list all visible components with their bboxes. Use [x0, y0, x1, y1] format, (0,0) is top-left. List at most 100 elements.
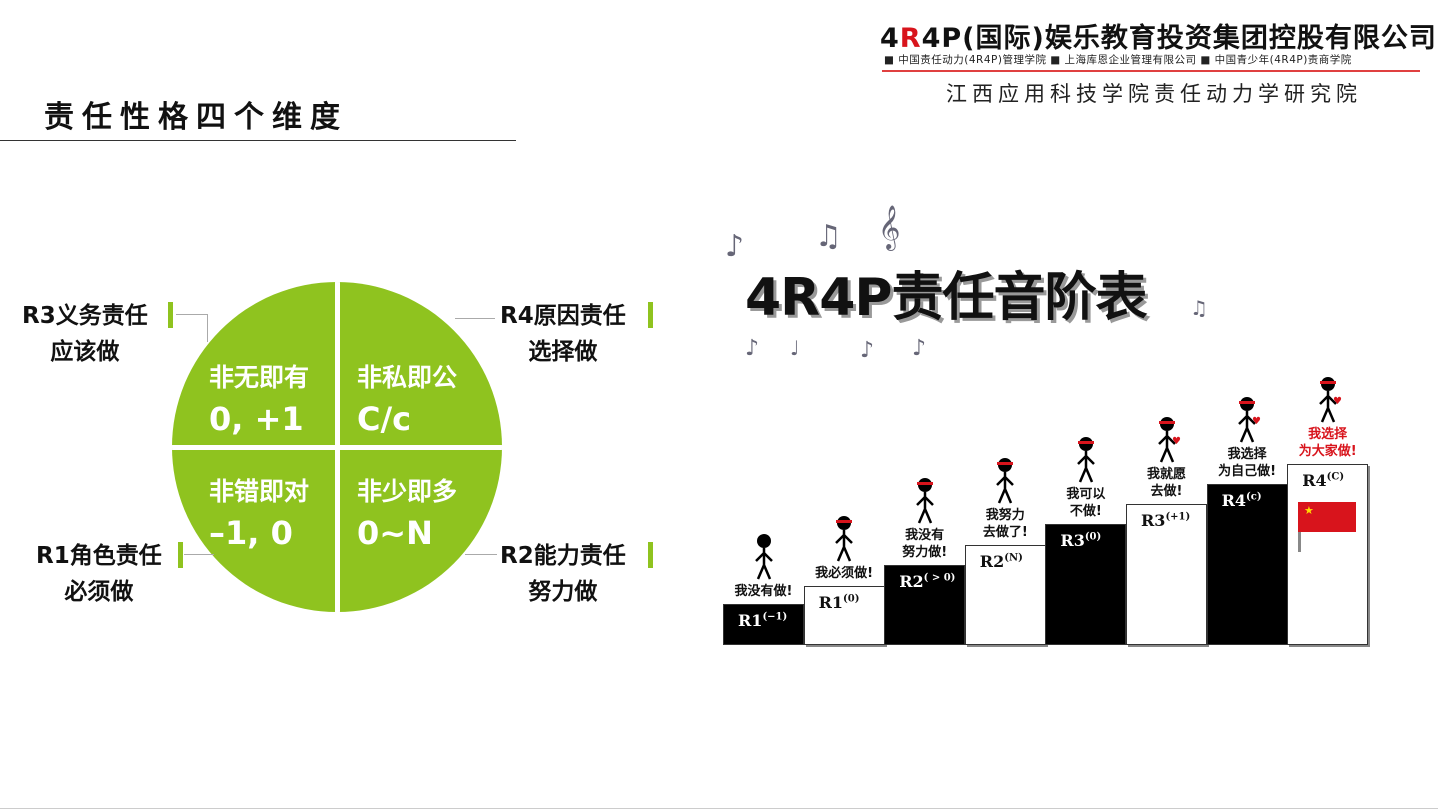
music-note-icon: ♪: [912, 336, 927, 361]
stick-figure-icon: [835, 516, 853, 562]
quadrant-circle: 非无即有 0, +1 非私即公 C/c 非错即对 –1, 0 非少即多 0~N: [172, 282, 502, 612]
quadrant-value: –1, 0: [209, 514, 293, 552]
leader-line: [184, 554, 214, 555]
china-flag-icon: ★: [1298, 502, 1356, 532]
stair-step: R4(C): [1287, 464, 1369, 645]
step-superscript: (0): [1084, 531, 1102, 543]
quadrant-bottom-left: 非错即对 –1, 0: [209, 472, 309, 552]
heart-icon: ♥: [1252, 416, 1261, 427]
stair-title: 4R4P责任音阶表: [745, 268, 1148, 328]
label-sub: 应该做: [50, 339, 120, 365]
label-title: R2能力责任: [500, 543, 626, 569]
step-label: R1(−1): [738, 611, 788, 630]
step-caption: 我努力 去做了!: [982, 508, 1028, 540]
leader-line: [465, 554, 497, 555]
org-prefix: 4P: [921, 23, 963, 54]
stick-figure-icon: [996, 458, 1015, 504]
step-superscript: (0): [843, 593, 860, 605]
step-superscript: (C): [1326, 471, 1345, 483]
quadrant-motto: 非少即多: [357, 477, 458, 506]
quadrant-motto: 非错即对: [209, 477, 310, 506]
accent-bar: [168, 302, 173, 328]
label-r3: R3义务责任 应该做: [22, 298, 148, 370]
stair-step: R1(−1): [723, 604, 804, 645]
music-note-icon: ♪: [745, 336, 760, 361]
quadrant-value: C/c: [357, 400, 412, 438]
step-caption: 我选择 为大家做!: [1298, 427, 1357, 459]
accent-bar: [178, 542, 183, 568]
quadrant-motto: 非无即有: [209, 363, 310, 392]
quadrant-value: 0, +1: [209, 400, 304, 438]
treble-clef-icon: 𝄞: [878, 205, 901, 249]
stair-step: R3(0): [1045, 524, 1127, 645]
step-caption: 我没有做!: [734, 584, 793, 599]
leader-line: [455, 318, 495, 319]
stick-figure-icon: [754, 534, 773, 580]
quadrant-bottom-right: 非少即多 0~N: [357, 472, 457, 552]
flag-star-icon: ★: [1304, 504, 1314, 517]
step-label: R3(0): [1060, 531, 1102, 550]
page-title: 责任性格四个维度: [44, 100, 348, 135]
label-r2: R2能力责任 努力做: [500, 538, 626, 610]
stick-figure-icon: ♥: [1318, 377, 1342, 423]
step-label: R2( > 0): [899, 572, 956, 591]
stair-step: R1(0): [803, 586, 885, 645]
org-subtitle: ■ 中国责任动力(4R4P)管理学院 ■ 上海库恩企业管理有限公司 ■ 中国青少…: [884, 54, 1352, 66]
org-prefix: 4: [880, 23, 900, 54]
music-note-icon: ♫: [815, 219, 842, 254]
step-caption: 我没有 努力做!: [902, 528, 948, 560]
org-prefix-red: R: [899, 23, 922, 54]
stair-step: R2(N): [964, 545, 1046, 645]
step-superscript: (−1): [762, 611, 788, 623]
stick-figure-icon: ♥: [1238, 397, 1261, 443]
step-caption: 我就愿 去做!: [1146, 467, 1186, 499]
music-note-icon: ♩: [790, 336, 800, 360]
label-sub: 努力做: [528, 579, 598, 605]
step-caption: 我必须做!: [815, 566, 874, 581]
label-title: R1角色责任: [36, 543, 162, 569]
stick-figure-icon: [1077, 437, 1095, 483]
title-divider: [0, 140, 516, 141]
heart-icon: ♥: [1333, 396, 1342, 407]
leader-line: [207, 314, 208, 342]
heart-icon: ♥: [1172, 436, 1181, 447]
music-note-icon: ♪: [725, 229, 745, 264]
quadrant-value: 0~N: [357, 514, 433, 552]
stick-figure-icon: ♥: [1157, 417, 1181, 463]
horizontal-divider: [172, 445, 502, 450]
step-label: R4(C): [1302, 471, 1345, 490]
label-r4: R4原因责任 选择做: [500, 298, 626, 370]
step-superscript: (N): [1004, 552, 1023, 564]
bottom-divider: [0, 808, 1438, 809]
label-sub: 选择做: [528, 339, 598, 365]
step-label: R3(+1): [1141, 511, 1191, 530]
step-label: R4(c): [1221, 491, 1262, 510]
label-r1: R1角色责任 必须做: [36, 538, 162, 610]
music-note-icon: ♪: [860, 338, 875, 363]
stick-figure-icon: [915, 478, 934, 524]
quadrant-top-left: 非无即有 0, +1: [209, 358, 309, 438]
quadrant-motto: 非私即公: [357, 363, 458, 392]
label-title: R4原因责任: [500, 303, 626, 329]
accent-bar: [648, 542, 653, 568]
music-note-icon: ♫: [1190, 296, 1208, 320]
stair-step: R3(+1): [1126, 504, 1207, 645]
step-label: R1(0): [818, 593, 860, 612]
label-sub: 必须做: [64, 579, 134, 605]
org-title: 4R4P(国际)娱乐教育投资集团控股有限公司: [880, 16, 1437, 55]
step-caption: 我选择 为自己做!: [1218, 447, 1277, 479]
step-superscript: ( > 0): [923, 572, 956, 584]
institute-name: 江西应用科技学院责任动力学研究院: [946, 82, 1362, 106]
label-title: R3义务责任: [22, 303, 148, 329]
org-divider: [882, 70, 1420, 72]
accent-bar: [648, 302, 653, 328]
org-title-text: (国际)娱乐教育投资集团控股有限公司: [962, 23, 1437, 54]
step-superscript: (+1): [1165, 511, 1191, 523]
stair-step: R2( > 0): [884, 565, 966, 645]
step-caption: 我可以 不做!: [1066, 487, 1106, 519]
step-superscript: (c): [1246, 491, 1262, 503]
step-label: R2(N): [979, 552, 1023, 571]
leader-line: [176, 314, 208, 315]
quadrant-top-right: 非私即公 C/c: [357, 358, 457, 438]
